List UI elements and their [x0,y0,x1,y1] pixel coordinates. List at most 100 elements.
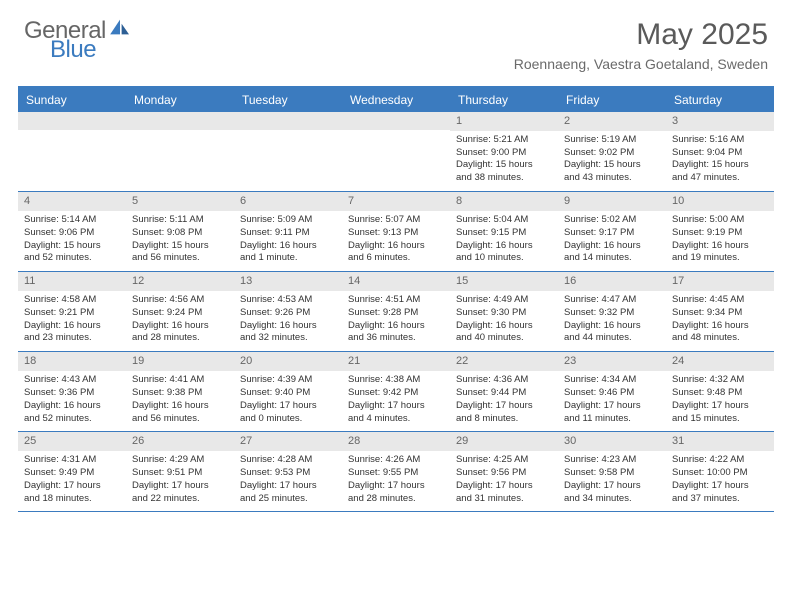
day-info-line: Sunset: 9:30 PM [456,307,552,320]
day-info-line: Daylight: 16 hours [456,320,552,333]
day-cell-body: Sunrise: 4:47 AMSunset: 9:32 PMDaylight:… [558,291,666,351]
day-info-line: Sunrise: 5:19 AM [564,134,660,147]
day-cell: 9Sunrise: 5:02 AMSunset: 9:17 PMDaylight… [558,192,666,271]
day-info-line: and 47 minutes. [672,172,768,185]
day-info-line: and 40 minutes. [456,332,552,345]
day-info-line: Sunset: 9:26 PM [240,307,336,320]
day-info-line: Sunrise: 4:26 AM [348,454,444,467]
day-info-line: and 10 minutes. [456,252,552,265]
day-cell-body: Sunrise: 4:43 AMSunset: 9:36 PMDaylight:… [18,371,126,431]
day-info-line: Sunrise: 4:41 AM [132,374,228,387]
day-info-line: and 38 minutes. [456,172,552,185]
day-info-line: Daylight: 17 hours [564,400,660,413]
day-cell-body: Sunrise: 4:49 AMSunset: 9:30 PMDaylight:… [450,291,558,351]
day-cell-body: Sunrise: 4:39 AMSunset: 9:40 PMDaylight:… [234,371,342,431]
day-info-line: Sunset: 9:04 PM [672,147,768,160]
day-info-line: and 0 minutes. [240,413,336,426]
day-info-line: Sunset: 9:17 PM [564,227,660,240]
date-number: 16 [558,272,666,291]
day-cell-body: Sunrise: 4:23 AMSunset: 9:58 PMDaylight:… [558,451,666,511]
day-info-line: and 22 minutes. [132,493,228,506]
day-info-line: and 31 minutes. [456,493,552,506]
date-number [18,112,126,130]
date-number: 30 [558,432,666,451]
day-cell-body: Sunrise: 4:31 AMSunset: 9:49 PMDaylight:… [18,451,126,511]
day-header-cell: Tuesday [234,88,342,112]
day-info-line: Sunrise: 4:25 AM [456,454,552,467]
day-info-line: and 25 minutes. [240,493,336,506]
day-header-cell: Wednesday [342,88,450,112]
day-info-line: and 56 minutes. [132,252,228,265]
day-info-line: Sunset: 9:15 PM [456,227,552,240]
day-info-line: Sunset: 9:13 PM [348,227,444,240]
day-info-line: Sunrise: 4:56 AM [132,294,228,307]
day-info-line: Daylight: 16 hours [672,320,768,333]
day-info-line: and 23 minutes. [24,332,120,345]
day-info-line: Sunset: 9:51 PM [132,467,228,480]
day-info-line: and 8 minutes. [456,413,552,426]
day-info-line: Sunrise: 5:07 AM [348,214,444,227]
day-cell: 30Sunrise: 4:23 AMSunset: 9:58 PMDayligh… [558,432,666,511]
date-number: 6 [234,192,342,211]
day-info-line: Sunrise: 4:31 AM [24,454,120,467]
day-info-line: and 43 minutes. [564,172,660,185]
week-row: 4Sunrise: 5:14 AMSunset: 9:06 PMDaylight… [18,192,774,272]
day-cell: 18Sunrise: 4:43 AMSunset: 9:36 PMDayligh… [18,352,126,431]
day-cell [18,112,126,191]
day-info-line: Sunset: 9:02 PM [564,147,660,160]
day-info-line: Daylight: 16 hours [24,320,120,333]
day-cell: 4Sunrise: 5:14 AMSunset: 9:06 PMDaylight… [18,192,126,271]
day-info-line: Sunrise: 4:29 AM [132,454,228,467]
day-cell: 11Sunrise: 4:58 AMSunset: 9:21 PMDayligh… [18,272,126,351]
date-number: 31 [666,432,774,451]
day-cell-body: Sunrise: 4:58 AMSunset: 9:21 PMDaylight:… [18,291,126,351]
day-info-line: Sunset: 9:19 PM [672,227,768,240]
day-info-line: Sunset: 9:32 PM [564,307,660,320]
day-info-line: Daylight: 17 hours [348,480,444,493]
day-cell-body: Sunrise: 4:34 AMSunset: 9:46 PMDaylight:… [558,371,666,431]
day-cell: 25Sunrise: 4:31 AMSunset: 9:49 PMDayligh… [18,432,126,511]
week-row: 1Sunrise: 5:21 AMSunset: 9:00 PMDaylight… [18,112,774,192]
day-info-line: Sunrise: 4:58 AM [24,294,120,307]
day-cell: 22Sunrise: 4:36 AMSunset: 9:44 PMDayligh… [450,352,558,431]
brand-part2: Blue [50,39,131,62]
day-cell: 20Sunrise: 4:39 AMSunset: 9:40 PMDayligh… [234,352,342,431]
calendar: SundayMondayTuesdayWednesdayThursdayFrid… [18,86,774,512]
day-info-line: Daylight: 16 hours [564,240,660,253]
day-info-line: and 28 minutes. [348,493,444,506]
day-info-line: Daylight: 16 hours [564,320,660,333]
day-info-line: Daylight: 17 hours [132,480,228,493]
day-info-line: Sunrise: 4:36 AM [456,374,552,387]
day-info-line: Daylight: 16 hours [456,240,552,253]
day-info-line: Daylight: 16 hours [240,320,336,333]
day-cell-body: Sunrise: 4:25 AMSunset: 9:56 PMDaylight:… [450,451,558,511]
date-number: 19 [126,352,234,371]
day-cell: 31Sunrise: 4:22 AMSunset: 10:00 PMDaylig… [666,432,774,511]
day-info-line: Sunrise: 5:14 AM [24,214,120,227]
day-info-line: and 19 minutes. [672,252,768,265]
date-number: 2 [558,112,666,131]
day-info-line: Daylight: 16 hours [348,320,444,333]
date-number: 5 [126,192,234,211]
day-cell-body: Sunrise: 5:07 AMSunset: 9:13 PMDaylight:… [342,211,450,271]
date-number: 12 [126,272,234,291]
day-info-line: Daylight: 17 hours [456,480,552,493]
day-info-line: Daylight: 17 hours [24,480,120,493]
day-info-line: Daylight: 17 hours [348,400,444,413]
date-number: 23 [558,352,666,371]
day-info-line: Sunset: 9:34 PM [672,307,768,320]
date-number: 11 [18,272,126,291]
day-info-line: Sunrise: 4:28 AM [240,454,336,467]
day-cell: 5Sunrise: 5:11 AMSunset: 9:08 PMDaylight… [126,192,234,271]
date-number: 21 [342,352,450,371]
day-info-line: Sunrise: 4:38 AM [348,374,444,387]
day-cell-body: Sunrise: 5:00 AMSunset: 9:19 PMDaylight:… [666,211,774,271]
month-title: May 2025 [514,18,768,52]
date-number [342,112,450,130]
day-info-line: Sunset: 9:53 PM [240,467,336,480]
date-number: 9 [558,192,666,211]
day-info-line: Sunset: 9:40 PM [240,387,336,400]
day-info-line: Sunset: 9:44 PM [456,387,552,400]
day-info-line: Sunset: 9:42 PM [348,387,444,400]
week-row: 25Sunrise: 4:31 AMSunset: 9:49 PMDayligh… [18,432,774,512]
